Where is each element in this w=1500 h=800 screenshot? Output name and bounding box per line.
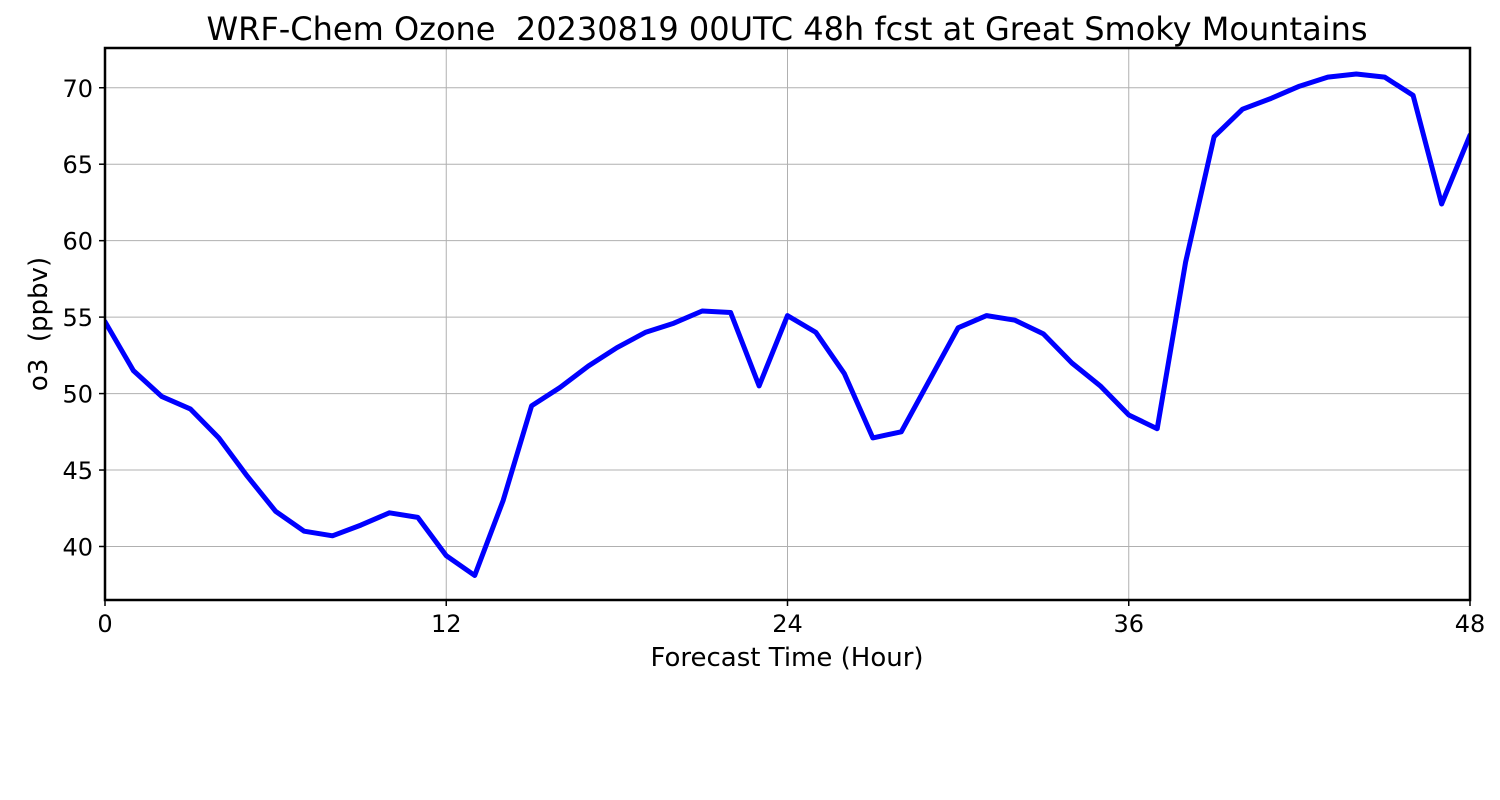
x-tick-label: 36 [1113,610,1144,638]
x-tick-label: 12 [431,610,462,638]
x-tick-label: 24 [772,610,803,638]
y-tick-label: 55 [62,304,93,332]
x-tick-label: 0 [97,610,112,638]
x-tick-label: 48 [1455,610,1486,638]
grid [105,48,1470,600]
ticks: 0 12 24 36 48 40 45 50 55 60 65 70 [62,75,1485,638]
y-tick-label: 50 [62,381,93,409]
y-tick-label: 70 [62,75,93,103]
y-tick-label: 60 [62,228,93,256]
y-tick-label: 45 [62,457,93,485]
y-tick-label: 40 [62,533,93,561]
y-axis-title: o3 (ppbv) [24,257,54,391]
x-axis-title: Forecast Time (Hour) [650,643,923,673]
chart-title: WRF-Chem Ozone 20230819 00UTC 48h fcst a… [206,10,1367,48]
y-tick-label: 65 [62,151,93,179]
